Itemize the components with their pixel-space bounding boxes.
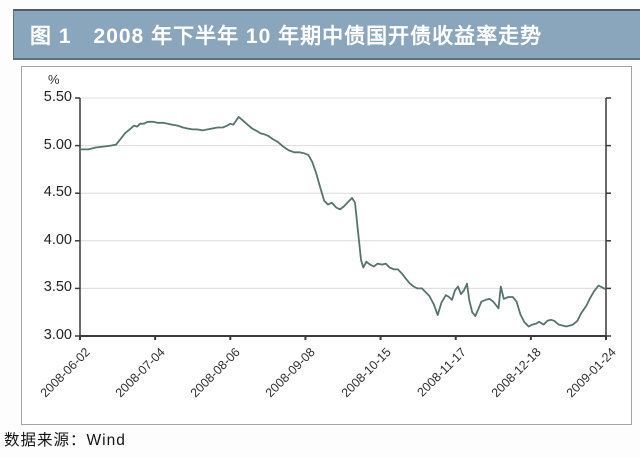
data-source-caption: 数据来源：Wind [4, 432, 126, 449]
chart-panel [21, 66, 632, 425]
y-tick-label: 4.50 [43, 184, 72, 201]
y-tick-label: 5.00 [43, 136, 72, 153]
figure-title: 图 1 2008 年下半年 10 年期中债国开债收益率走势 [30, 24, 543, 48]
y-tick-label: 4.00 [43, 231, 72, 248]
yield-series-line [80, 116, 607, 328]
figure-title-bar: 图 1 2008 年下半年 10 年期中债国开债收益率走势 [13, 9, 640, 60]
y-tick-label: 5.50 [43, 89, 72, 105]
y-tick-label: 3.00 [43, 327, 72, 343]
y-axis-unit-label: % [48, 72, 60, 87]
y-tick-label: 3.50 [43, 279, 72, 296]
